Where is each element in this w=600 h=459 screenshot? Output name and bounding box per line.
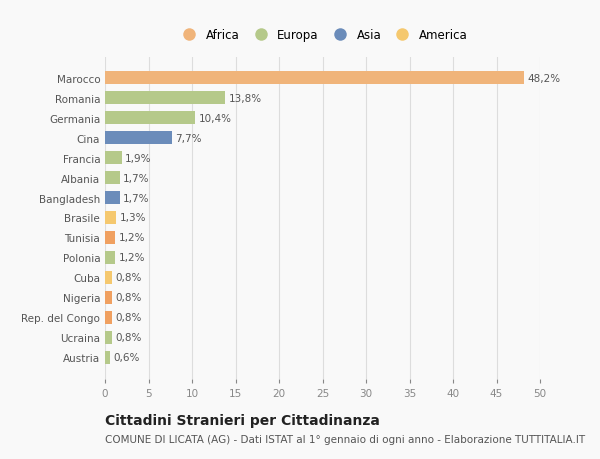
Text: 48,2%: 48,2% <box>528 73 561 84</box>
Bar <box>105 252 115 264</box>
Text: 1,2%: 1,2% <box>119 233 145 243</box>
Bar <box>105 231 115 245</box>
Text: 0,6%: 0,6% <box>114 353 140 363</box>
Bar <box>105 191 120 205</box>
Bar <box>105 351 110 364</box>
Text: 0,8%: 0,8% <box>115 313 142 323</box>
Text: 1,9%: 1,9% <box>125 153 152 163</box>
Bar <box>105 291 112 304</box>
Text: 1,7%: 1,7% <box>123 193 150 203</box>
Text: 1,2%: 1,2% <box>119 253 145 263</box>
Text: 0,8%: 0,8% <box>115 293 142 303</box>
Bar <box>105 212 116 224</box>
Bar <box>105 271 112 284</box>
Bar <box>105 72 524 85</box>
Text: 1,3%: 1,3% <box>120 213 146 223</box>
Text: 1,7%: 1,7% <box>123 173 150 183</box>
Bar <box>105 172 120 185</box>
Text: 13,8%: 13,8% <box>229 94 262 103</box>
Bar <box>105 152 122 165</box>
Text: 7,7%: 7,7% <box>175 133 202 143</box>
Bar <box>105 331 112 344</box>
Bar <box>105 112 196 125</box>
Text: Cittadini Stranieri per Cittadinanza: Cittadini Stranieri per Cittadinanza <box>105 413 380 427</box>
Legend: Africa, Europa, Asia, America: Africa, Europa, Asia, America <box>175 26 470 44</box>
Bar <box>105 92 225 105</box>
Bar <box>105 311 112 324</box>
Text: 0,8%: 0,8% <box>115 273 142 283</box>
Text: COMUNE DI LICATA (AG) - Dati ISTAT al 1° gennaio di ogni anno - Elaborazione TUT: COMUNE DI LICATA (AG) - Dati ISTAT al 1°… <box>105 434 585 444</box>
Bar <box>105 132 172 145</box>
Text: 0,8%: 0,8% <box>115 333 142 342</box>
Text: 10,4%: 10,4% <box>199 113 232 123</box>
